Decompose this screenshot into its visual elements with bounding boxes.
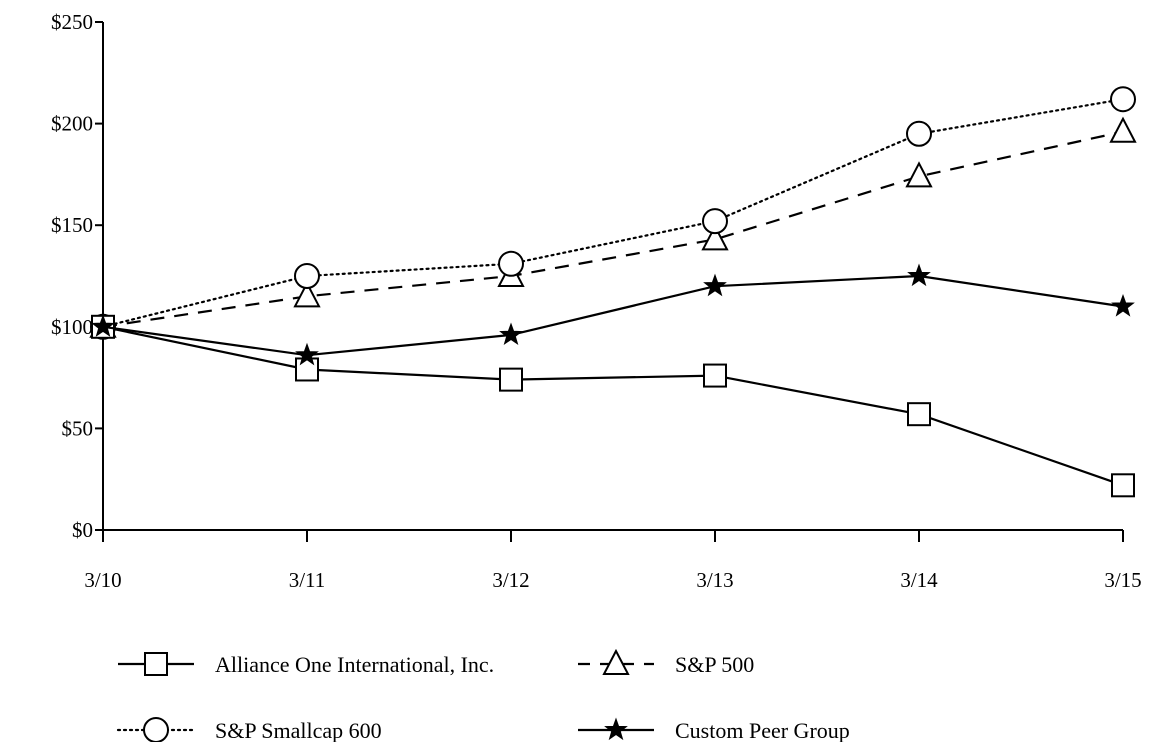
data-point-triangle xyxy=(701,224,729,251)
legend-label: S&P Smallcap 600 xyxy=(215,718,382,742)
series-line xyxy=(102,274,1124,357)
x-tick-label: 3/11 xyxy=(289,568,326,592)
x-tick-label: 3/10 xyxy=(84,568,121,592)
data-point-star xyxy=(703,273,727,297)
data-point-star xyxy=(499,322,523,346)
x-tick-label: 3/14 xyxy=(900,568,938,592)
data-point-star xyxy=(1111,294,1135,317)
y-tick-label: $250 xyxy=(51,10,93,34)
y-tick-label: $100 xyxy=(51,315,93,339)
data-point-circle xyxy=(702,208,728,235)
series-star xyxy=(91,263,1135,366)
legend-item: Alliance One International, Inc. xyxy=(118,652,494,677)
data-point-circle xyxy=(906,120,932,147)
legend-item: S&P 500 xyxy=(578,648,754,677)
legend-item: Custom Peer Group xyxy=(578,717,850,742)
legend: Alliance One International, Inc. S&P 500 S… xyxy=(116,648,850,742)
x-tick-label: 3/13 xyxy=(696,568,733,592)
legend-label: Alliance One International, Inc. xyxy=(215,652,494,677)
data-point-square xyxy=(1111,473,1135,498)
legend-marker-star xyxy=(604,717,628,741)
y-tick-label: $150 xyxy=(51,213,93,237)
data-point-triangle xyxy=(1109,116,1137,143)
data-point-square xyxy=(499,367,523,392)
data-point-circle xyxy=(498,250,524,277)
chart-axes xyxy=(102,22,1123,531)
y-tick-label: $200 xyxy=(51,112,93,136)
data-point-square xyxy=(295,357,319,382)
data-point-triangle xyxy=(293,281,321,308)
series-circle xyxy=(90,86,1136,340)
data-point-star xyxy=(91,314,115,337)
series-line xyxy=(102,130,1124,328)
series-line xyxy=(101,98,1125,328)
data-point-circle xyxy=(1110,86,1136,113)
x-tick-label: 3/15 xyxy=(1104,568,1141,592)
legend-marker-circle xyxy=(143,717,169,742)
y-tick-label: $0 xyxy=(72,518,93,542)
data-point-triangle xyxy=(905,161,933,188)
series-line xyxy=(102,325,1124,487)
y-tick-label: $50 xyxy=(62,416,94,440)
legend-label: Custom Peer Group xyxy=(675,718,850,742)
legend-item: S&P Smallcap 600 xyxy=(116,717,382,742)
x-tick-label: 3/12 xyxy=(492,568,529,592)
data-point-circle xyxy=(294,263,320,289)
data-point-star xyxy=(295,342,319,366)
legend-marker-triangle xyxy=(602,648,630,675)
data-point-star xyxy=(907,263,931,287)
y-axis-ticks: $0 $50 $100 $150 $200 $250 xyxy=(51,10,103,542)
legend-label: S&P 500 xyxy=(675,652,754,677)
series-layer xyxy=(89,86,1137,498)
data-point-square xyxy=(907,402,931,427)
data-point-square xyxy=(703,363,727,388)
series-triangle xyxy=(89,116,1137,338)
series-square xyxy=(91,314,1135,498)
x-axis-ticks: 3/10 3/11 3/12 3/13 3/14 3/15 xyxy=(84,530,1142,592)
legend-marker-square xyxy=(144,652,168,676)
